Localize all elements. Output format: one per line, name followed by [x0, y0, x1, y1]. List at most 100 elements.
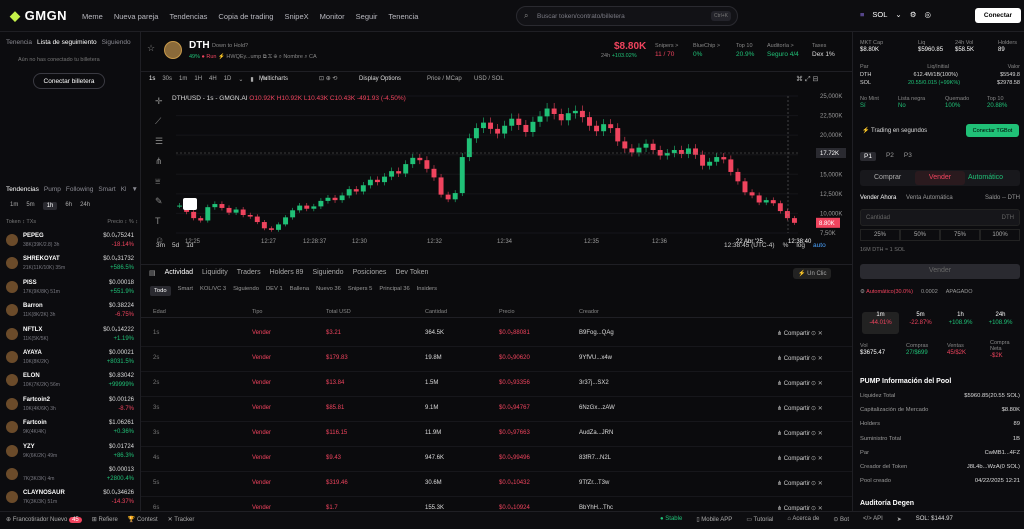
tab-holders[interactable]: Holders 89: [269, 269, 304, 276]
multicharts-button[interactable]: Multicharts: [259, 76, 289, 82]
share-button[interactable]: ⋔ Compartir: [777, 381, 811, 387]
language-icon[interactable]: ◎: [924, 10, 931, 19]
filter-kol[interactable]: KOL/VC 3: [200, 286, 227, 292]
tab-positions[interactable]: Posiciones: [352, 269, 387, 276]
tab-kl[interactable]: Kl: [120, 186, 127, 193]
tf-change-1m[interactable]: 1m -44.01%: [862, 312, 899, 334]
contest-link[interactable]: 🏆 Contest: [127, 517, 158, 523]
usd-sol-toggle[interactable]: USD / SOL: [474, 76, 504, 82]
share-button[interactable]: ⋔ Compartir: [777, 431, 811, 437]
range-5d[interactable]: 5d: [172, 242, 180, 249]
filter-dev[interactable]: DEV 1: [265, 286, 283, 292]
tf-24h[interactable]: 24h: [80, 202, 91, 208]
tf-change-1h[interactable]: 1h +108.9%: [948, 312, 973, 326]
tf-change-24h[interactable]: 24h +108.9%: [988, 312, 1013, 326]
sell-tab[interactable]: Vender: [915, 171, 965, 185]
filter-icon[interactable]: ▼: [131, 186, 138, 193]
view-icon[interactable]: ⊙ ✕: [811, 406, 823, 412]
nav-trending[interactable]: Tendencias: [169, 12, 208, 21]
emoji-icon[interactable]: ☺: [155, 235, 165, 245]
chain-selector[interactable]: ≡ SOL ⌄ ⚙ ◎: [860, 10, 931, 19]
tab-activity[interactable]: Actividad: [164, 269, 194, 276]
list-item[interactable]: NFTLX 11K(5K/5K) $0.0₄14222 +1.19%: [6, 325, 134, 347]
list-item[interactable]: 7K(3K/3K) 4m $0.00013 +2800.4%: [6, 465, 134, 487]
cell-maker[interactable]: AudZa...JRN: [579, 430, 614, 436]
tf-1m-chart[interactable]: 1m: [179, 76, 188, 82]
view-icon[interactable]: ⊙ ✕: [811, 381, 823, 387]
tab-following[interactable]: Siguiendo: [101, 39, 131, 46]
tf-4h[interactable]: 4H: [209, 76, 217, 82]
connect-button[interactable]: Conectar: [975, 8, 1021, 23]
one-click-button[interactable]: ⚡ Un Clic: [793, 268, 832, 279]
share-button[interactable]: ⋔ Compartir: [777, 331, 811, 337]
star-icon[interactable]: ☆: [147, 43, 156, 53]
buy-tab[interactable]: Comprar: [874, 174, 902, 181]
settings-icon[interactable]: ⚙: [909, 10, 917, 19]
pitchfork-icon[interactable]: ⋔: [155, 156, 163, 166]
cell-maker[interactable]: 3r37j...SX2: [579, 380, 609, 386]
telegram-icon[interactable]: ➤: [896, 517, 902, 523]
view-icon[interactable]: ⊙ ✕: [811, 356, 823, 362]
sniper-new-link[interactable]: ⊕ Francotirador Nuevo 45: [6, 516, 82, 523]
tab-trending[interactable]: Tendencias: [6, 186, 39, 193]
tab-following-trend[interactable]: Following: [65, 186, 94, 193]
filter-top[interactable]: Principal 36: [379, 286, 410, 292]
nav-copy-trade[interactable]: Copia de trading: [218, 12, 274, 21]
nav-holding[interactable]: Tenencia: [388, 12, 419, 21]
list-item[interactable]: AYAYA 10K(8K/2K) $0.00021 +8031.5%: [6, 348, 134, 370]
api-link[interactable]: </> API: [863, 516, 883, 522]
cell-maker[interactable]: 83fR7...N2L: [579, 455, 612, 461]
hlines-icon[interactable]: ☰: [155, 136, 164, 146]
share-button[interactable]: ⋔ Compartir: [777, 506, 811, 512]
table-row[interactable]: 2s Vender $13.84 1.5M $0.0₅93356 3r37j...SX2 ⋔…: [141, 372, 852, 397]
log-toggle[interactable]: log: [796, 242, 806, 249]
connect-wallet-button[interactable]: Conectar billetera: [33, 73, 105, 89]
tf-1h[interactable]: 1h: [42, 202, 58, 210]
list-item[interactable]: Fartcoin 9K(4K/4K) $1.06261 +0.36%: [6, 418, 134, 440]
cell-maker[interactable]: 9YfVU...x4w: [579, 355, 613, 361]
list-item[interactable]: ELON 10K(7K/2K) 56m $0.83042 +99999%: [6, 371, 134, 393]
tab-following-activity[interactable]: Siguiendo: [312, 269, 344, 276]
refer-link[interactable]: ⊞ Refiere: [91, 517, 118, 523]
list-item[interactable]: PEPEG 38K(39K/2.8) 3h $0.0₄75241 -18.14%: [6, 231, 134, 253]
view-icon[interactable]: ⊙ ✕: [811, 506, 823, 512]
tf-30s[interactable]: 30s: [162, 76, 173, 82]
filter-new[interactable]: Nuevo 36: [316, 286, 341, 292]
range-3m[interactable]: 3m: [156, 242, 166, 249]
display-options[interactable]: Display Options: [359, 76, 402, 82]
cell-maker[interactable]: B9Fog...QAg: [579, 330, 614, 336]
share-button[interactable]: ⋔ Compartir: [777, 456, 811, 462]
tf-5m[interactable]: 5m: [26, 202, 35, 208]
tutorial-link[interactable]: ▭ Tutorial: [746, 517, 774, 523]
view-icon[interactable]: ⊙ ✕: [811, 331, 823, 337]
cell-maker[interactable]: 6NzGx...zAW: [579, 405, 615, 411]
quantity-input[interactable]: Cantidad DTH: [860, 209, 1020, 226]
nav-follow[interactable]: Seguir: [355, 12, 378, 21]
chart-svg[interactable]: 25,000K22,500K20,000K17,500K15,000K12,50…: [148, 88, 852, 263]
mobile-app-link[interactable]: ▯ Mobile APP: [696, 517, 733, 523]
auto-toggle[interactable]: auto: [813, 242, 826, 249]
nav-new-pair[interactable]: Nueva pareja: [113, 12, 159, 21]
tf-1s[interactable]: 1s: [149, 76, 156, 82]
chevron-down-icon[interactable]: ⌄: [238, 77, 244, 83]
fib-icon[interactable]: ⩸: [155, 176, 161, 186]
text-icon[interactable]: T: [155, 216, 161, 226]
bot-link[interactable]: ⊙ Bot: [833, 517, 850, 523]
filter-smart[interactable]: Smart: [177, 286, 194, 292]
sell-button[interactable]: Vender: [860, 264, 1020, 279]
trendline-icon[interactable]: ⟋: [155, 116, 162, 126]
list-item[interactable]: YZY 9K(6K/2K) 49m $0.01724 +86.3%: [6, 442, 134, 464]
stat-bluechip[interactable]: BlueChip >0%: [693, 43, 721, 58]
camera-icon[interactable]: ⌘ ⤢ ⊟: [796, 76, 819, 83]
tab-holding[interactable]: Tenencia: [6, 39, 33, 46]
auto-tab[interactable]: Automático: [968, 174, 1004, 181]
table-row[interactable]: 4s Vender $9.43 947.6K $0.0₅99496 83fR7...N2L…: [141, 447, 852, 472]
filter-whale[interactable]: Ballena: [289, 286, 310, 292]
brush-icon[interactable]: ✎: [155, 196, 163, 206]
table-row[interactable]: 1s Vender $3.21 364.5K $0.0₅88081 B9Fog...QAg…: [141, 322, 852, 347]
share-button[interactable]: ⋔ Compartir: [777, 481, 811, 487]
share-button[interactable]: ⋔ Compartir: [777, 356, 811, 362]
range-1d[interactable]: 1d: [186, 242, 194, 249]
stat-audit[interactable]: Auditoría > Seguro 4/4: [767, 43, 799, 58]
filter-following[interactable]: Siguiendo: [233, 286, 259, 292]
